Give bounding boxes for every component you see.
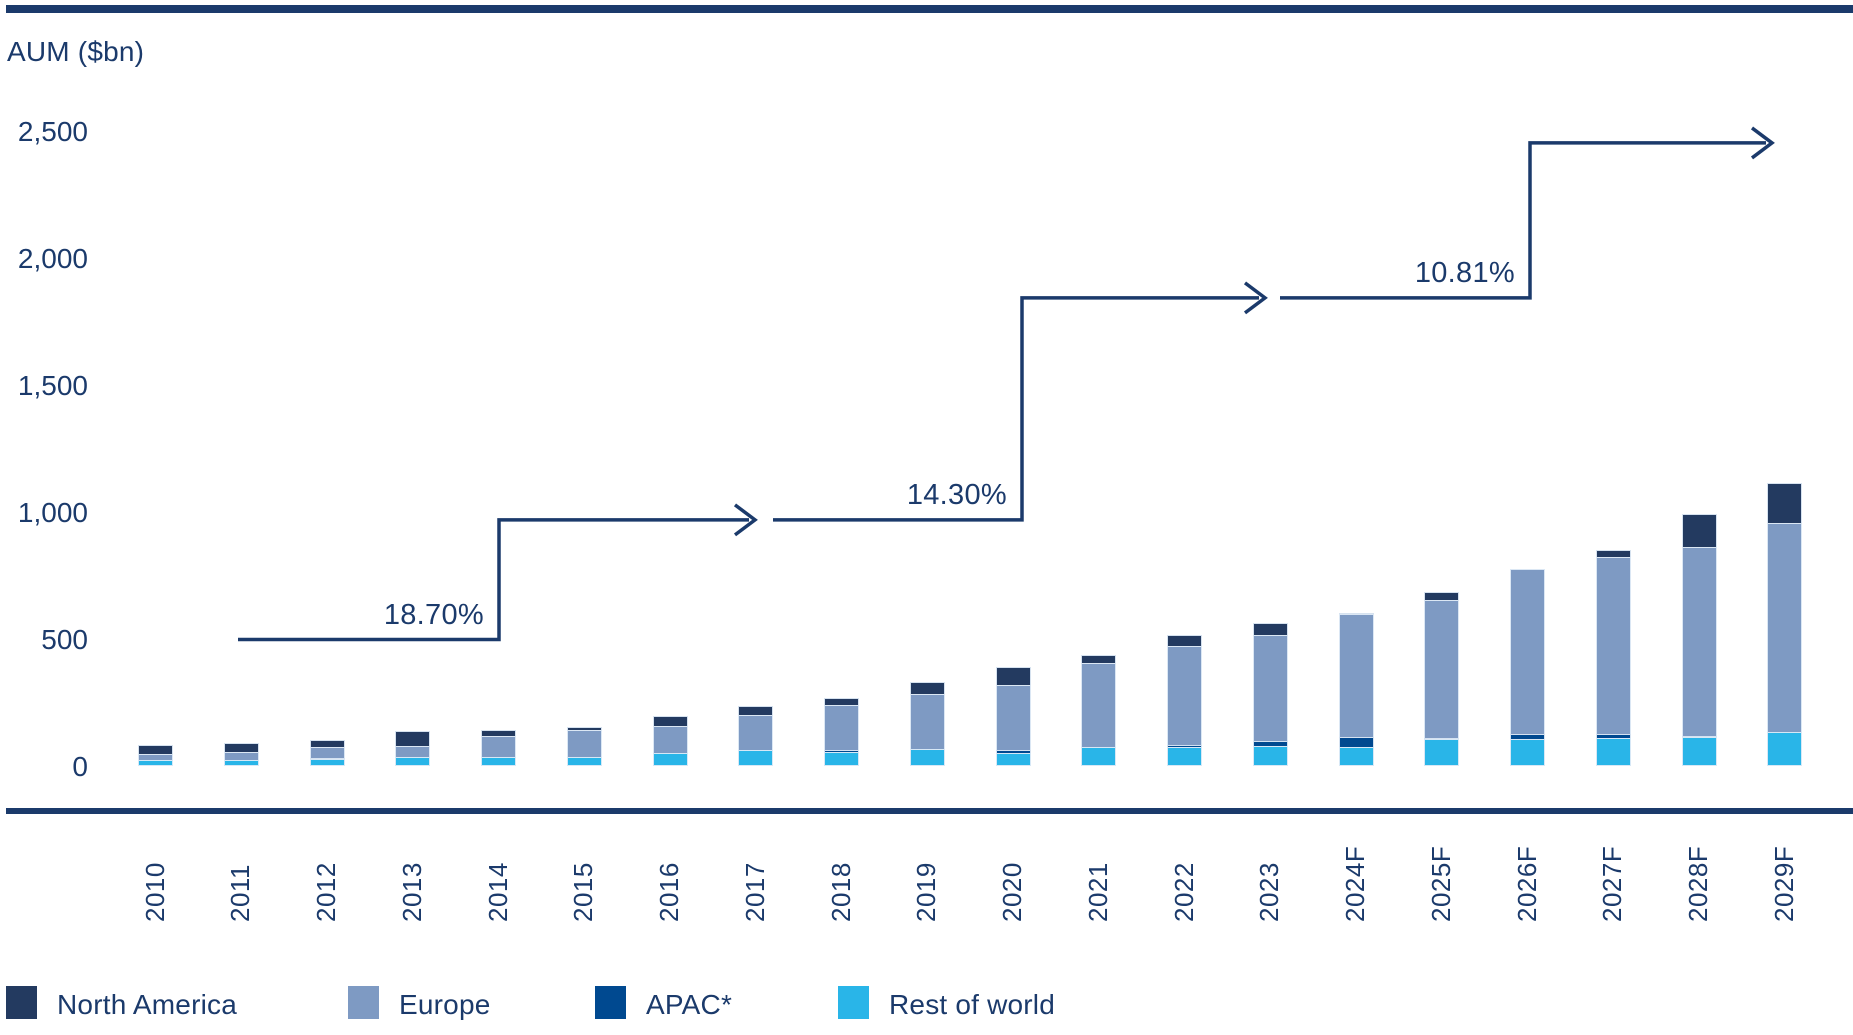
legend-label-rest-of-world: Rest of world [889,989,1055,1020]
x-axis-year-label-2026F: 2026F [1511,845,1542,922]
x-axis-year-label-2029F: 2029F [1768,845,1799,922]
cagr-label: 18.70% [383,598,484,631]
x-axis-year-label-2012: 2012 [311,862,341,922]
bar-segment-rest-of-world-2015 [566,756,602,767]
bar-segment-rest-of-world-2029F [1767,732,1803,767]
bar-segment-rest-of-world-2014 [481,756,516,767]
y-axis-tick-label: 1,000 [17,496,88,528]
x-axis-year-label-2023: 2023 [1254,862,1285,922]
bar-segment-rest-of-world-2023 [1252,746,1288,767]
bar-segment-rest-of-world-2022 [1167,747,1202,767]
bar-segment-rest-of-world-2018 [824,751,859,767]
x-axis-year-label-2027F: 2027F [1597,845,1628,922]
bar-segment-rest-of-world-2013 [395,757,431,767]
x-axis-year-label-2015: 2015 [568,862,599,922]
legend-swatch-north-america [6,986,37,1019]
x-axis-year-label-2017: 2017 [739,862,770,922]
x-axis-year-label-2011: 2011 [225,864,256,922]
arrowhead-icon [1243,281,1268,315]
x-axis-line [6,808,1853,814]
x-axis-year-label-2013: 2013 [396,862,427,922]
x-axis-year-label-2020: 2020 [997,862,1027,922]
cagr-step-line [773,296,1259,522]
y-axis-tick-label: 2,000 [17,242,88,274]
bar-segment-rest-of-world-2025F [1424,739,1460,767]
bar-segment-rest-of-world-2028F [1681,737,1717,767]
cagr-label: 10.81% [1414,256,1515,289]
arrowhead-icon [733,503,758,537]
legend-swatch-rest-of-world [838,986,869,1019]
bar-segment-rest-of-world-2024F [1338,747,1374,767]
legend-label-apac-: APAC* [646,989,733,1020]
x-axis-year-label-2028F: 2028F [1683,845,1713,922]
bar-segment-rest-of-world-2017 [738,750,774,767]
x-axis-year-label-2016: 2016 [654,862,684,922]
bar-segment-rest-of-world-2020 [995,753,1031,767]
legend-label-north-america: North America [57,989,237,1020]
arrowhead-icon [1750,126,1775,160]
legend-swatch-apac- [595,986,626,1019]
bar-segment-europe-2028F [1681,546,1717,767]
legend-swatch-europe [348,986,379,1019]
x-axis-year-label-2025F: 2025F [1425,845,1456,922]
chart-title: AUM ($bn) [7,36,145,67]
cagr-label: 14.30% [906,478,1007,511]
x-axis-year-label-2019: 2019 [911,862,942,922]
x-axis-year-label-2022: 2022 [1168,862,1199,922]
y-axis-tick-label: 2,500 [17,115,88,147]
y-axis-tick-label: 500 [41,623,88,655]
bar-segment-rest-of-world-2027F [1595,738,1631,767]
cagr-step-line [1280,141,1766,300]
legend-label-europe: Europe [399,989,491,1020]
x-axis-year-label-2018: 2018 [825,862,856,922]
x-axis-year-label-2014: 2014 [482,862,513,922]
bar-segment-rest-of-world-2011 [223,759,259,767]
bar-segment-europe-2027F [1595,557,1631,767]
bar-segment-rest-of-world-2016 [652,752,688,767]
bar-segment-rest-of-world-2012 [309,759,345,767]
bar-segment-rest-of-world-2019 [909,748,945,767]
x-axis-year-label-2010: 2010 [139,862,170,922]
cagr-step-line [238,518,749,642]
x-axis-year-label-2021: 2021 [1082,862,1113,922]
bar-segment-rest-of-world-2021 [1081,746,1117,767]
y-axis-tick-label: 0 [72,750,88,782]
bar-segment-rest-of-world-2026F [1510,739,1545,767]
y-axis-tick-label: 1,500 [17,369,88,401]
bar-segment-rest-of-world-2010 [138,760,173,767]
bar-segment-europe-2026F [1510,569,1545,767]
top-border-rule [6,5,1853,13]
x-axis-year-label-2024F: 2024F [1340,845,1370,922]
